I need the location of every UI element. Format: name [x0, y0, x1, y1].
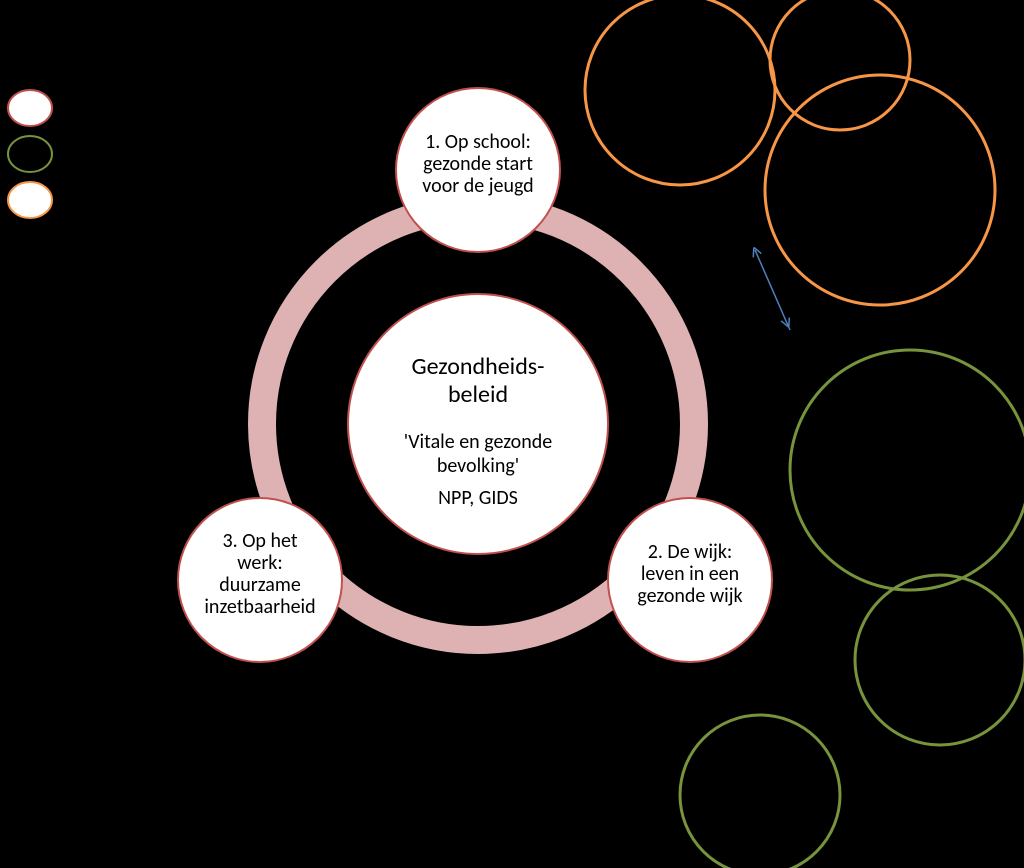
center-sub-line2: bevolking' — [437, 454, 519, 478]
outer-node-1-line1: 1. Op school: — [425, 130, 531, 154]
center-title-line1: Gezondheids- — [411, 352, 544, 381]
legend-swatch-3 — [8, 182, 52, 218]
center-node — [348, 294, 608, 554]
outer-node-3-line2: werk: — [237, 551, 283, 575]
outer-node-2-label: 2. De wijk:leven in eengezonde wijk — [637, 540, 742, 608]
outer-node-2-line2: leven in een — [641, 562, 739, 586]
outer-node-1-line2: gezonde start — [423, 152, 533, 176]
legend-swatch-1 — [8, 90, 52, 126]
outer-node-3-line4: inzetbaarheid — [204, 595, 315, 619]
outer-node-2-line3: gezonde wijk — [637, 584, 742, 608]
center-sub-line3: NPP, GIDS — [438, 486, 518, 510]
center-title-line2: beleid — [448, 380, 508, 409]
outer-node-1-line3: voor de jeugd — [422, 174, 533, 198]
outer-node-3-line3: duurzame — [219, 573, 301, 597]
outer-node-1-label: 1. Op school:gezonde startvoor de jeugd — [422, 130, 533, 198]
outer-node-3-line1: 3. Op het — [222, 529, 297, 553]
center-sub-line1: 'Vitale en gezonde — [404, 430, 552, 454]
outer-node-2-line1: 2. De wijk: — [648, 540, 733, 564]
